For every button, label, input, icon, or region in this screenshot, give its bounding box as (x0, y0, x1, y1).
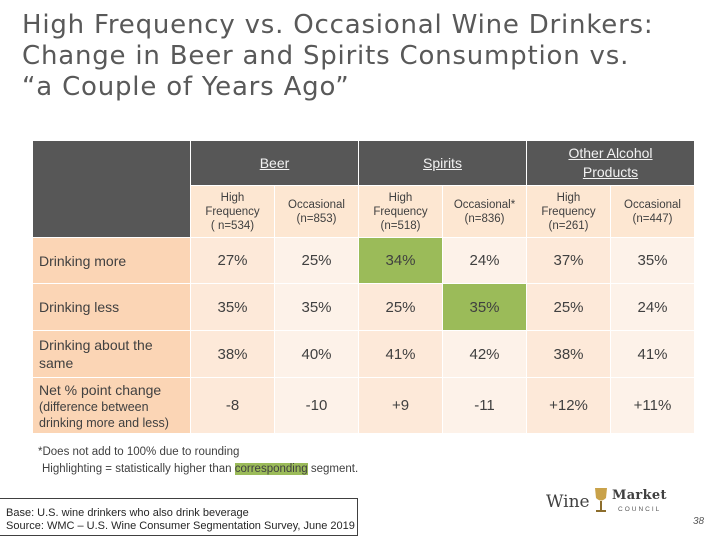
cell-highlighted: 34% (358, 237, 443, 284)
cell: +9 (358, 377, 443, 434)
cell: 35% (274, 283, 359, 331)
table-row-net-change: Net % point change (difference between d… (32, 377, 695, 434)
cell: 41% (610, 330, 695, 378)
row-label: Drinking less (32, 283, 191, 331)
cell: 38% (526, 330, 611, 378)
wine-market-council-logo: Wine Market COUNCIL (546, 484, 686, 520)
cell: 38% (190, 330, 275, 378)
base-source-box: Base: U.S. wine drinkers who also drink … (0, 498, 358, 536)
cell: 25% (274, 237, 359, 284)
row-label: Drinking more (32, 237, 191, 284)
footnote-highlight-tail: segment. (310, 463, 359, 475)
cell: +11% (610, 377, 695, 434)
title-line-3: “a Couple of Years Ago” (22, 72, 350, 102)
slide-title: High Frequency vs. Occasional Wine Drink… (22, 10, 702, 103)
logo-council-text: COUNCIL (618, 506, 662, 513)
table-row-drinking-more: Drinking more 27% 25% 34% 24% 37% 35% (32, 237, 695, 284)
cell: -10 (274, 377, 359, 434)
cell-highlighted: 35% (442, 283, 527, 331)
cell: -8 (190, 377, 275, 434)
subheader-beer-occasional: Occasional (n=853) (274, 185, 359, 238)
footnote-highlight-text: Highlighting = statistically higher than (42, 463, 232, 475)
header-corner (32, 140, 191, 238)
title-line-2: Change in Beer and Spirits Consumption v… (22, 41, 630, 71)
group-header-other-alcohol: Other Alcohol Products (526, 140, 695, 186)
wine-glass-icon (595, 488, 607, 512)
cell: 35% (190, 283, 275, 331)
group-header-spirits: Spirits (358, 140, 527, 186)
subheader-other-occasional: Occasional (n=447) (610, 185, 695, 238)
cell: 25% (358, 283, 443, 331)
footnote-highlighting: Highlighting = statistically higher than… (42, 463, 358, 475)
cell: -11 (442, 377, 527, 434)
table-row-drinking-same: Drinking about the same 38% 40% 41% 42% … (32, 330, 695, 378)
cell: +12% (526, 377, 611, 434)
cell: 40% (274, 330, 359, 378)
cell: 35% (610, 237, 695, 284)
subheader-beer-high-frequency: High Frequency( n=534) (190, 185, 275, 238)
row-label-net-change: Net % point change (difference between d… (32, 377, 191, 434)
cell: 42% (442, 330, 527, 378)
cell: 24% (610, 283, 695, 331)
row-label: Drinking about the same (32, 330, 191, 378)
cell: 37% (526, 237, 611, 284)
group-header-beer: Beer (190, 140, 359, 186)
cell: 25% (526, 283, 611, 331)
footnote-highlight-sample: corresponding (234, 463, 308, 475)
cell: 24% (442, 237, 527, 284)
cell: 27% (190, 237, 275, 284)
subheader-spirits-occasional: Occasional* (n=836) (442, 185, 527, 238)
subheader-spirits-high-frequency: High Frequency (n=518) (358, 185, 443, 238)
footnote-rounding: *Does not add to 100% due to rounding (38, 446, 240, 458)
title-line-1: High Frequency vs. Occasional Wine Drink… (22, 10, 654, 40)
logo-market-text: Market (612, 488, 667, 503)
consumption-table: Beer Spirits Other Alcohol Products High… (32, 140, 695, 434)
row-sublabel: (difference between drinking more and le… (39, 399, 169, 430)
cell: 41% (358, 330, 443, 378)
source-line: Source: WMC – U.S. Wine Consumer Segment… (6, 520, 355, 532)
logo-wine-text: Wine (546, 492, 590, 512)
subheader-other-high-frequency: High Frequency (n=261) (526, 185, 611, 238)
page-number: 38 (693, 516, 705, 527)
table-row-drinking-less: Drinking less 35% 35% 25% 35% 25% 24% (32, 283, 695, 331)
base-line: Base: U.S. wine drinkers who also drink … (6, 507, 249, 519)
row-label: Net % point change (39, 381, 162, 398)
